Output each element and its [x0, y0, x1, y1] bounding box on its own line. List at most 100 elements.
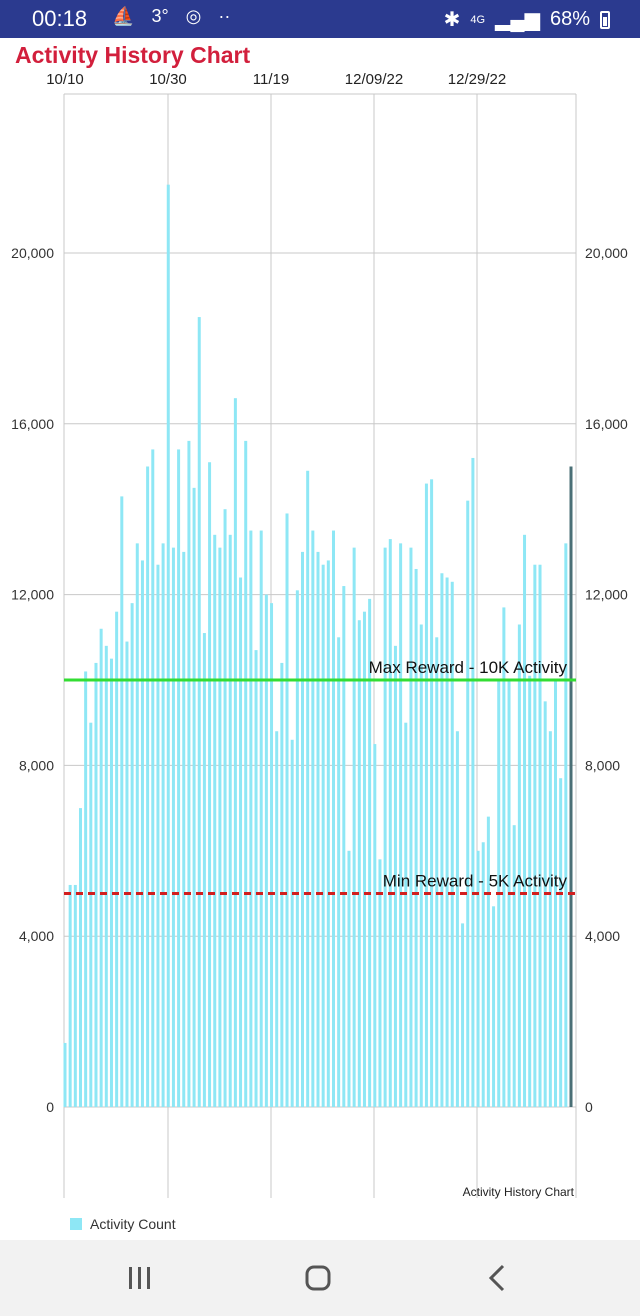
- bar: [523, 534, 527, 1107]
- bar: [538, 564, 542, 1107]
- instagram-icon: ◎: [185, 6, 202, 26]
- bar: [388, 539, 392, 1107]
- bar: [450, 581, 454, 1107]
- bar: [326, 560, 330, 1107]
- 4g-icon: 4G: [470, 13, 486, 26]
- bar: [89, 722, 93, 1107]
- status-bar: 00:18 ⛵ 3° ◎ ·· ✱ 4G ▂▄▆ 68%: [0, 0, 640, 38]
- bar: [476, 850, 480, 1107]
- bar: [466, 500, 470, 1107]
- bar: [331, 530, 335, 1107]
- bar: [502, 607, 506, 1107]
- bar: [213, 534, 217, 1107]
- home-icon[interactable]: [298, 1258, 338, 1298]
- bar: [233, 398, 237, 1107]
- bar: [223, 509, 227, 1107]
- legend-label: Activity Count: [90, 1216, 176, 1232]
- bar: [564, 543, 568, 1107]
- bar: [393, 645, 397, 1107]
- back-icon[interactable]: [478, 1258, 518, 1298]
- y-tick-label-left: 4,000: [19, 928, 54, 944]
- chart-title: Activity History Chart: [15, 42, 251, 68]
- bar: [342, 586, 346, 1107]
- bar: [182, 551, 186, 1107]
- y-tick-label-left: 0: [46, 1099, 54, 1115]
- bar: [295, 590, 299, 1107]
- bar: [290, 739, 294, 1107]
- bar: [84, 671, 88, 1107]
- bar: [471, 457, 475, 1108]
- more-dots-icon: ··: [218, 6, 231, 26]
- bar: [140, 560, 144, 1107]
- bar: [156, 564, 160, 1107]
- bar: [135, 543, 139, 1107]
- bar: [192, 487, 196, 1108]
- y-tick-label-left: 20,000: [11, 245, 54, 261]
- y-tick-label-right: 0: [585, 1099, 593, 1115]
- bar: [151, 449, 155, 1107]
- bar: [146, 466, 150, 1107]
- bar: [543, 701, 547, 1107]
- bar: [104, 645, 108, 1107]
- x-tick-label: 10/30: [149, 71, 187, 88]
- bar: [130, 603, 134, 1107]
- bar: [347, 850, 351, 1107]
- bar: [569, 466, 573, 1107]
- bar: [254, 650, 258, 1107]
- y-tick-label-left: 16,000: [11, 416, 54, 432]
- bar: [125, 641, 129, 1107]
- bar: [109, 658, 113, 1107]
- x-tick-label: 12/09/22: [345, 71, 403, 88]
- battery-icon: [600, 10, 610, 29]
- bar: [559, 778, 563, 1107]
- x-tick-label: 11/19: [253, 71, 289, 88]
- bar: [249, 530, 253, 1107]
- bar: [218, 547, 222, 1107]
- bar: [311, 530, 315, 1107]
- bar: [239, 577, 243, 1107]
- bar: [78, 808, 82, 1107]
- y-tick-label-left: 8,000: [19, 757, 54, 773]
- bar: [177, 449, 181, 1107]
- bar: [548, 731, 552, 1107]
- bar: [404, 722, 408, 1107]
- bar: [63, 1042, 67, 1107]
- battery-percent: 68%: [549, 8, 590, 30]
- bar: [357, 620, 361, 1107]
- bluetooth-icon: ✱: [443, 9, 461, 31]
- bar: [259, 530, 263, 1107]
- bar: [399, 543, 403, 1107]
- y-tick-label-right: 20,000: [585, 245, 628, 261]
- y-tick-label-left: 12,000: [11, 587, 54, 603]
- bar: [528, 675, 532, 1107]
- bar: [208, 462, 212, 1108]
- bar: [68, 884, 72, 1107]
- bar: [115, 611, 119, 1107]
- bar: [270, 603, 274, 1107]
- bar: [94, 662, 98, 1107]
- bar: [166, 184, 170, 1107]
- bar: [440, 573, 444, 1107]
- bar: [120, 496, 124, 1107]
- bar: [197, 317, 201, 1107]
- bar: [244, 440, 248, 1107]
- bar: [430, 479, 434, 1107]
- bar: [419, 624, 423, 1107]
- bar: [352, 547, 356, 1107]
- chart-description: Activity History Chart: [463, 1185, 575, 1199]
- reference-line-label: Max Reward - 10K Activity: [369, 658, 568, 677]
- bar: [99, 628, 103, 1107]
- bar: [445, 577, 449, 1107]
- bar: [337, 637, 341, 1107]
- y-tick-label-right: 12,000: [585, 587, 628, 603]
- x-tick-label: 10/10: [46, 71, 84, 88]
- bar: [73, 884, 77, 1107]
- status-left-icons: ⛵ 3° ◎ ··: [100, 6, 230, 27]
- bar: [378, 859, 382, 1107]
- x-tick-label: 12/29/22: [448, 71, 506, 88]
- bar: [187, 440, 191, 1107]
- bar: [414, 568, 418, 1107]
- recent-apps-icon[interactable]: [120, 1258, 160, 1298]
- bar: [512, 825, 516, 1107]
- status-right-icons: ✱ 4G ▂▄▆ 68%: [444, 7, 610, 32]
